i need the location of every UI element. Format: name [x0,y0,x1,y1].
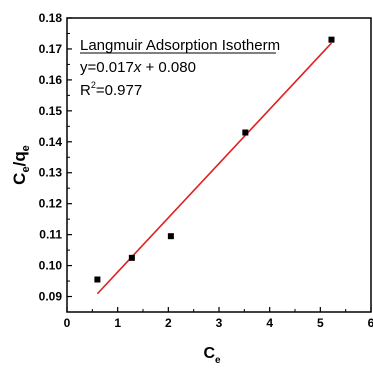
y-tick-label: 0.09 [39,290,63,304]
r-squared: R2=0.977 [80,80,142,99]
data-point [328,36,335,43]
equation-x: x [133,59,142,76]
x-tick-label: 3 [216,316,223,330]
y-tick-label: 0.17 [39,42,63,56]
r2-r: R [80,82,91,99]
x-tick-label: 4 [266,316,273,330]
x-axis-title: Ce [203,345,221,366]
data-point [242,129,249,136]
y-tick-label: 0.13 [39,166,63,180]
x-tick-label: 0 [64,316,71,330]
y-tick-label: 0.12 [39,197,63,211]
x-tick-label: 1 [114,316,121,330]
x-axis-ticks: 0 1 2 3 4 5 6 [64,307,373,330]
y-tick-label: 0.15 [39,104,63,118]
y-tick-label: 0.18 [39,11,63,25]
equation-post: + 0.080 [141,59,196,76]
chart-annotation-title: Langmuir Adsorption Isotherm [80,37,280,54]
equation-pre: y=0.017 [80,59,134,76]
y-label-slash: /q [10,151,29,166]
x-label-main: C [203,345,215,362]
x-tick-label: 2 [165,316,172,330]
data-point [128,254,135,261]
r2-val: =0.977 [96,82,142,99]
y-tick-label: 0.10 [39,259,63,273]
y-tick-label: 0.16 [39,73,63,87]
y-label-e: e [20,166,32,172]
data-point [94,276,101,283]
y-label-c: C [10,173,29,185]
x-tick-label: 5 [317,316,324,330]
fit-line [96,42,333,295]
y-tick-label: 0.14 [39,135,63,149]
data-point [167,233,174,240]
data-points [94,36,335,283]
x-label-sub: e [215,355,221,366]
x-tick-label: 6 [368,316,373,330]
y-axis-ticks: 0.09 0.10 0.11 0.12 0.13 0.14 0.15 0.16 0.17 0.18 [39,11,72,304]
y-axis-title: Ce/qe [10,145,32,185]
y-label-e2: e [20,145,32,151]
fit-equation: y=0.017x + 0.080 [80,59,196,76]
fit-line-group [96,42,333,295]
r2-sup: 2 [91,80,96,90]
y-tick-label: 0.11 [39,228,62,242]
